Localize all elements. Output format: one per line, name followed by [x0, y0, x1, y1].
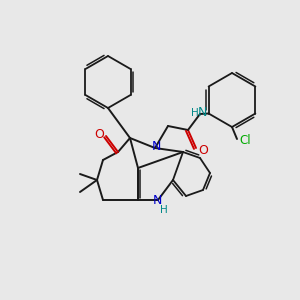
Text: O: O	[94, 128, 104, 140]
Text: N: N	[152, 194, 162, 208]
Text: N: N	[197, 106, 207, 119]
Text: O: O	[198, 143, 208, 157]
Text: N: N	[151, 140, 161, 154]
Text: H: H	[191, 108, 199, 118]
Text: H: H	[160, 205, 168, 215]
Text: Cl: Cl	[239, 134, 251, 148]
